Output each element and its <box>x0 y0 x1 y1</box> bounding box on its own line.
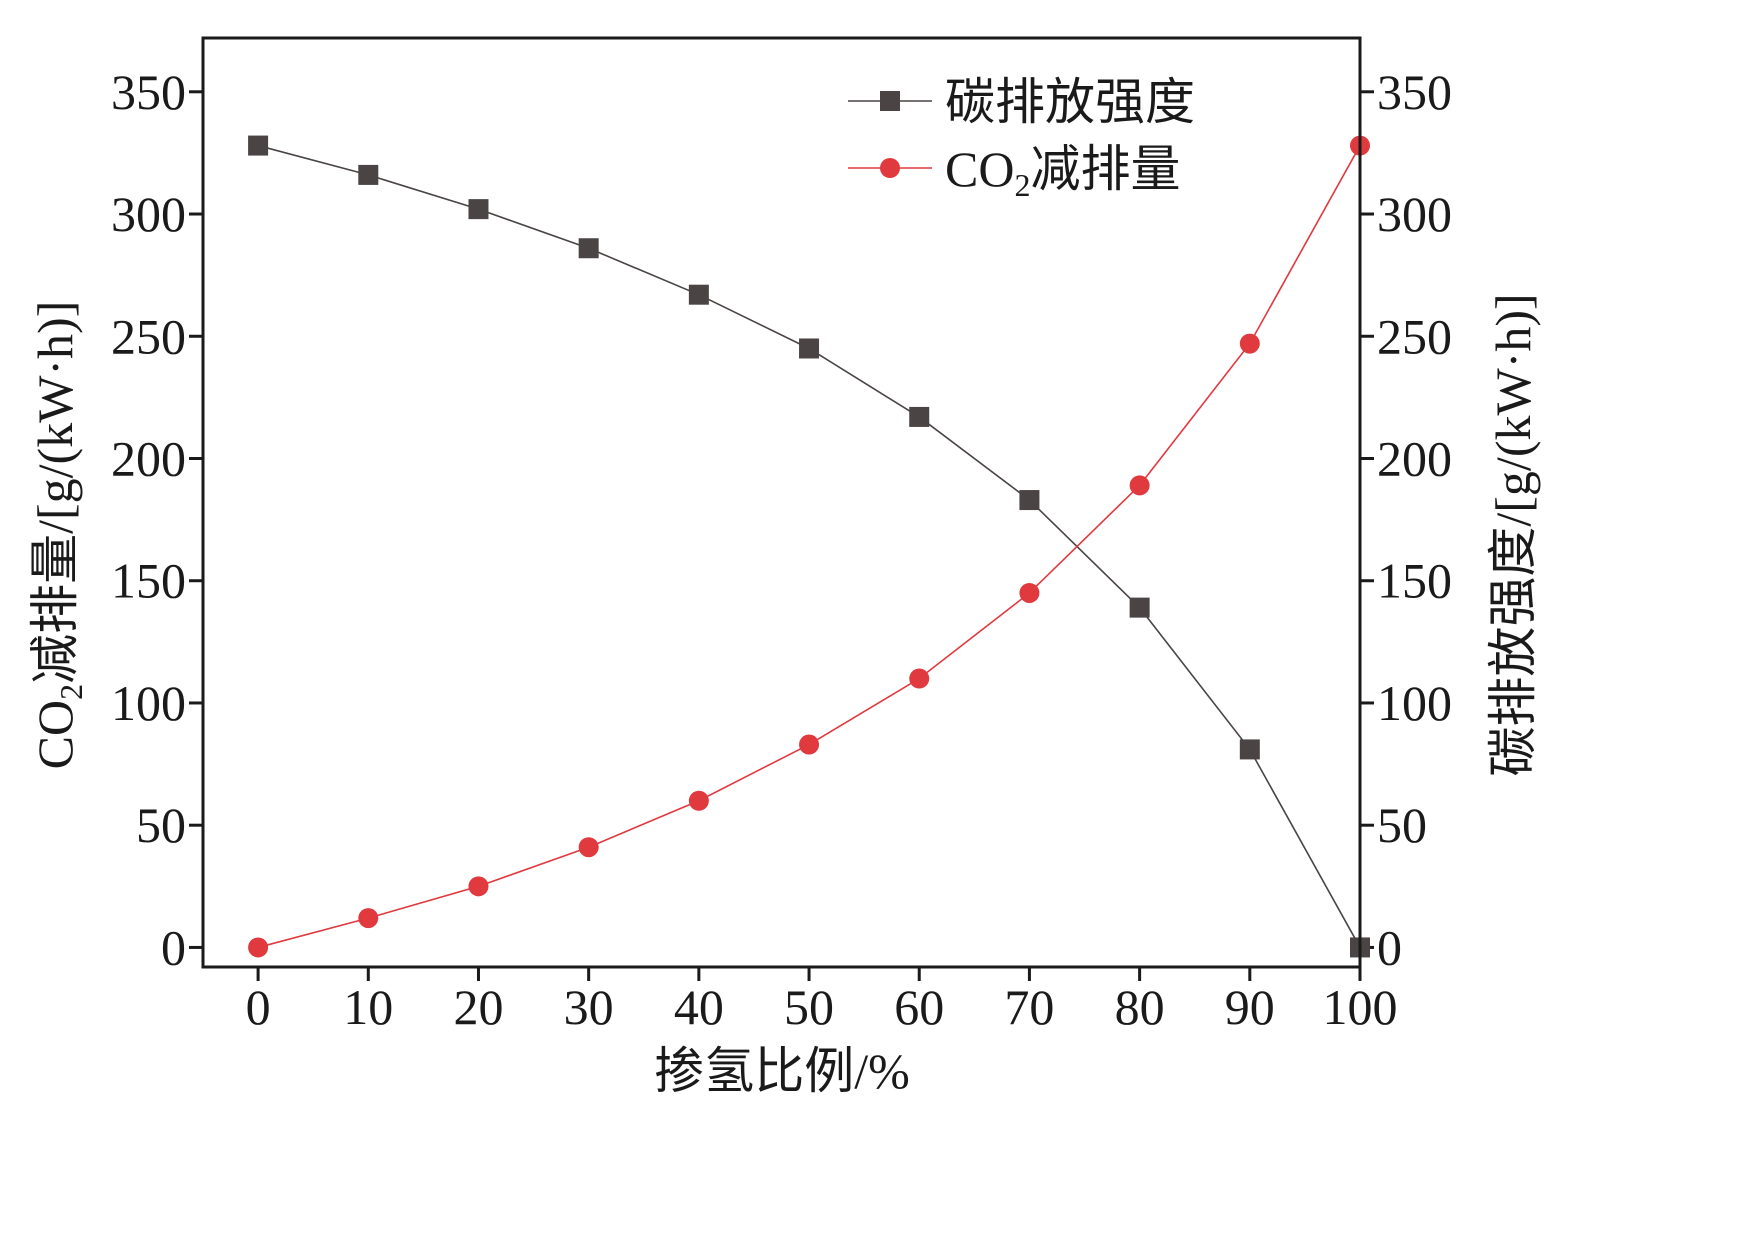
left-y-tick-label: 100 <box>111 675 186 731</box>
right-y-tick-label: 300 <box>1377 186 1452 242</box>
data-point-square <box>468 199 489 220</box>
right-y-tick-label: 150 <box>1377 553 1452 609</box>
data-point-square <box>358 164 379 185</box>
legend-label-co2-subscript: 2 <box>1014 167 1030 203</box>
chart: 0 10 20 30 40 50 60 70 80 90 100 05010015020025030… <box>27 36 1541 1099</box>
x-tick-label: 100 <box>1323 979 1398 1035</box>
x-tick-label: 0 <box>246 979 271 1035</box>
data-point-circle <box>578 837 599 858</box>
plot-frame <box>201 36 1362 969</box>
left-y-tick-label: 0 <box>161 919 186 975</box>
left-y-tick-label: 300 <box>111 186 186 242</box>
left-y-axis-title-rest: 减排量/[g/(kW·h)] <box>27 301 83 684</box>
data-point-square <box>248 135 269 156</box>
data-point-square <box>799 338 820 359</box>
legend-label-co2-rest: 减排量 <box>1030 141 1180 197</box>
series-layer <box>248 135 1370 958</box>
data-point-square <box>1019 490 1040 511</box>
legend-marker-square <box>880 91 900 111</box>
x-tick-label: 80 <box>1115 979 1165 1035</box>
legend-label-carbon-intensity: 碳排放强度 <box>945 74 1195 130</box>
right-y-axis-title: 碳排放强度/[g/(kW·h)] <box>1485 293 1541 776</box>
data-point-square <box>1129 597 1150 618</box>
right-y-tick-label: 350 <box>1377 64 1452 120</box>
x-tick-label: 10 <box>343 979 393 1035</box>
data-point-circle <box>1129 475 1150 496</box>
left-y-tick-label: 150 <box>111 553 186 609</box>
right-y-axis-ticks: 0 50 100 150 200 250 300 350 <box>1360 64 1452 975</box>
x-axis-ticks: 0 10 20 30 40 50 60 70 80 90 100 <box>246 967 1398 1035</box>
data-point-square <box>1239 739 1260 760</box>
right-y-tick-label: 0 <box>1377 919 1402 975</box>
left-y-tick-label: 200 <box>111 430 186 486</box>
data-point-square <box>578 238 599 259</box>
data-point-circle <box>358 908 379 929</box>
legend-marker-circle <box>880 158 900 178</box>
left-y-axis-ticks: 0 50 100 150 200 250 300 350 <box>111 64 203 975</box>
legend-label-co2-base: CO <box>945 141 1014 197</box>
data-point-circle <box>688 790 709 811</box>
x-tick-label: 40 <box>674 979 724 1035</box>
right-y-tick-label: 200 <box>1377 430 1452 486</box>
left-y-tick-label: 250 <box>111 308 186 364</box>
data-point-circle <box>1019 582 1040 603</box>
data-point-square <box>909 406 930 427</box>
right-y-tick-label: 50 <box>1377 797 1427 853</box>
x-tick-label: 70 <box>1004 979 1054 1035</box>
x-axis-title: 掺氢比例/% <box>654 1043 910 1099</box>
left-y-tick-label: 350 <box>111 64 186 120</box>
x-tick-label: 60 <box>894 979 944 1035</box>
right-y-tick-label: 250 <box>1377 308 1452 364</box>
data-point-square <box>688 284 709 305</box>
data-point-circle <box>799 734 820 755</box>
data-point-circle <box>248 937 269 958</box>
data-point-circle <box>1239 333 1260 354</box>
x-tick-label: 90 <box>1225 979 1275 1035</box>
left-y-axis-title-base: CO <box>27 700 83 769</box>
x-tick-label: 20 <box>453 979 503 1035</box>
series-line-co2-reduction <box>257 145 1361 949</box>
right-y-tick-label: 100 <box>1377 675 1452 731</box>
x-tick-label: 50 <box>784 979 834 1035</box>
series-line-carbon-intensity <box>257 144 1361 948</box>
legend-label-co2-reduction: CO2减排量 <box>945 141 1180 203</box>
left-y-axis-title-subscript: 2 <box>53 684 89 700</box>
left-y-axis-title: CO2减排量/[g/(kW·h)] <box>27 301 89 770</box>
data-point-circle <box>909 668 930 689</box>
data-point-circle <box>468 876 489 897</box>
legend: 碳排放强度 CO2减排量 <box>848 74 1195 203</box>
left-y-tick-label: 50 <box>136 797 186 853</box>
x-tick-label: 30 <box>564 979 614 1035</box>
